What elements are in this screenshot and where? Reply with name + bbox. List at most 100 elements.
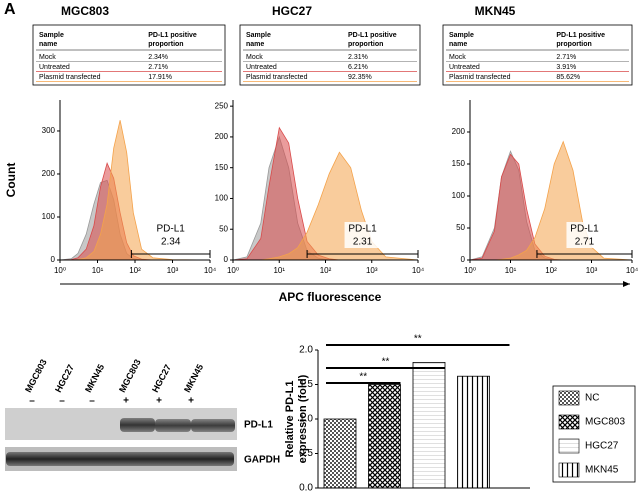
legend-value: 3.91% xyxy=(556,64,576,71)
blot-band xyxy=(6,452,234,466)
y-tick-label: 200 xyxy=(215,132,229,141)
legend-header: Sample name xyxy=(449,32,474,48)
chart-title: MGC803 xyxy=(61,4,109,18)
lane-label: HGC27 xyxy=(150,363,173,394)
legend-value: 2.71% xyxy=(148,64,168,71)
gate-label-bg xyxy=(344,222,381,248)
western-blot xyxy=(5,408,237,471)
blot-band xyxy=(155,419,191,432)
legend-box xyxy=(32,24,226,86)
y-tick-label: 0 xyxy=(224,255,229,264)
gate-label-bg xyxy=(152,222,189,248)
legend-label: NC xyxy=(585,393,599,404)
chart-title: HGC27 xyxy=(272,4,312,18)
legend-label: MGC803 xyxy=(585,417,625,428)
lane-label: MGC803 xyxy=(23,358,49,394)
row-label: GAPDH xyxy=(244,455,280,466)
y-tick-label: 0.0 xyxy=(299,483,313,492)
x-tick-label: 10⁴ xyxy=(204,266,217,275)
legend-header: PD-L1 positive proportion xyxy=(348,32,397,48)
y-tick-label: 150 xyxy=(452,159,466,168)
blot-band xyxy=(191,419,235,432)
legend-value: 85.62% xyxy=(556,74,580,81)
y-tick-label: 100 xyxy=(452,191,466,200)
x-tick-label: 10² xyxy=(320,266,332,275)
legend-value: 92.35% xyxy=(348,74,372,81)
legend-swatch xyxy=(558,390,580,406)
x-tick-label: 10⁰ xyxy=(54,266,66,275)
gate-value: 2.71 xyxy=(575,237,595,248)
gate-label-bg xyxy=(566,222,603,248)
y-tick-label: 2.0 xyxy=(299,345,313,356)
lane-label: MKN45 xyxy=(83,362,106,394)
significance-label: ** xyxy=(414,334,422,345)
x-tick-label: 10⁴ xyxy=(412,266,425,275)
x-tick-label: 10¹ xyxy=(273,266,285,275)
gate-bracket xyxy=(536,250,633,258)
legend-label: Untreated xyxy=(39,64,70,71)
x-tick-label: 10³ xyxy=(586,266,598,275)
legend-header: Sample name xyxy=(39,32,64,48)
x-tick-label: 10³ xyxy=(167,266,179,275)
lane-treatment: + xyxy=(188,396,194,407)
legend-box xyxy=(239,24,421,86)
lane-treatment: – xyxy=(89,396,95,407)
y-tick-label: 100 xyxy=(215,194,229,203)
legend-swatch xyxy=(558,414,580,430)
lane-label: MGC803 xyxy=(117,358,143,394)
y-tick-label: 200 xyxy=(42,169,56,178)
blot-band xyxy=(120,418,155,432)
gate-value: 2.34 xyxy=(161,237,181,248)
lane-treatment: – xyxy=(29,396,35,407)
y-tick-label: 0 xyxy=(51,255,56,264)
gate-label: PD-L1 xyxy=(570,224,599,235)
significance-label: ** xyxy=(382,357,390,368)
y-tick-label: 300 xyxy=(42,126,56,135)
gate-bracket xyxy=(306,250,419,258)
legend-label: Mock xyxy=(246,54,263,61)
x-tick-label: 10⁰ xyxy=(227,266,239,275)
legend-label: HGC27 xyxy=(585,441,619,452)
legend-value: 2.34% xyxy=(148,54,168,61)
y-tick-label: 250 xyxy=(215,101,229,110)
panel-label: A xyxy=(4,1,16,18)
histogram-area xyxy=(60,120,211,261)
legend-value: 2.31% xyxy=(348,54,368,61)
bar xyxy=(323,418,357,489)
lane-treatment: + xyxy=(156,396,162,407)
bar xyxy=(412,362,446,489)
y-tick-label: 1.0 xyxy=(299,414,313,425)
gate-bracket xyxy=(130,250,211,258)
x-tick-label: 10² xyxy=(129,266,141,275)
lane-treatment: – xyxy=(59,396,65,407)
legend-header: PD-L1 positive proportion xyxy=(556,32,605,48)
legend-label: Mock xyxy=(449,54,466,61)
legend-value: 6.21% xyxy=(348,64,368,71)
legend-label: Plasmid transfected xyxy=(39,74,101,81)
y-tick-label: 0.5 xyxy=(299,448,313,459)
legend-label: Untreated xyxy=(246,64,277,71)
legend-value: 2.71% xyxy=(556,54,576,61)
row-label: PD-L1 xyxy=(244,420,273,431)
lane-label: HGC27 xyxy=(53,363,76,394)
legend-swatch xyxy=(558,438,580,454)
x-axis-label: APC fluorescence xyxy=(279,290,382,304)
legend-swatch xyxy=(558,462,580,478)
y-tick-label: 150 xyxy=(215,163,229,172)
legend-label: Plasmid transfected xyxy=(449,74,511,81)
chart-title: MKN45 xyxy=(475,4,516,18)
y-axis-label: Relative PD-L1expression (fold) xyxy=(284,374,309,463)
x-tick-label: 10² xyxy=(545,266,557,275)
y-tick-label: 50 xyxy=(219,224,228,233)
significance-label: ** xyxy=(359,372,367,383)
bar xyxy=(368,384,401,489)
legend-header: PD-L1 positive proportion xyxy=(148,32,197,48)
legend-label: Plasmid transfected xyxy=(246,74,308,81)
bar xyxy=(457,375,490,489)
lane-treatment: + xyxy=(123,396,129,407)
x-tick-label: 10⁰ xyxy=(464,266,476,275)
legend-box xyxy=(442,24,633,86)
y-tick-label: 50 xyxy=(456,223,465,232)
x-tick-label: 10¹ xyxy=(505,266,517,275)
